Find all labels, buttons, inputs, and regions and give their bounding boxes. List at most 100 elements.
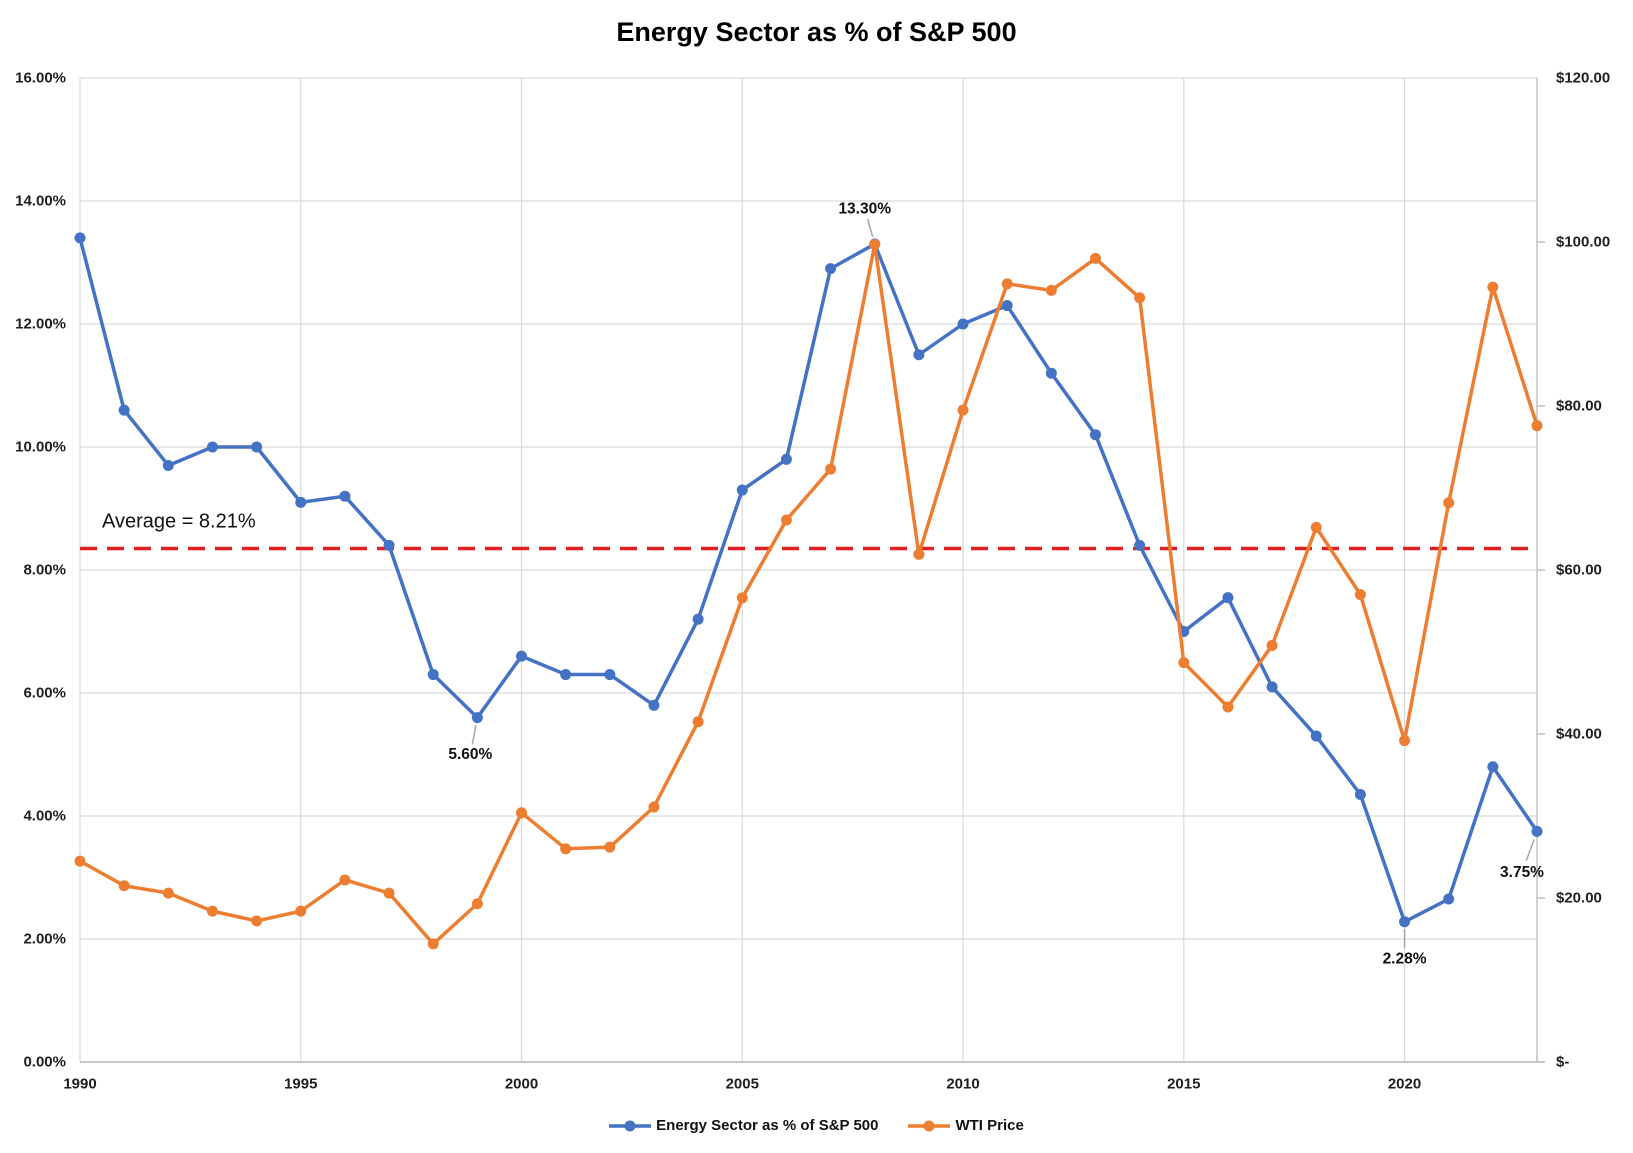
energy-sector-as-of-s-p-500-point-1990 (74, 232, 86, 244)
legend-item-wti: WTI Price (908, 1117, 1024, 1134)
energy-sector-as-of-s-p-500-point-2013 (1089, 429, 1101, 441)
wti-price-point-2003 (648, 801, 660, 813)
energy-sector-as-of-s-p-500-point-2014 (1134, 539, 1146, 551)
wti-price-point-1998 (427, 938, 439, 950)
wti-price-point-1995 (295, 905, 307, 917)
wti-price-point-2008 (869, 238, 881, 250)
wti-price-point-2012 (1045, 284, 1057, 296)
energy-sector-as-of-s-p-500-line (78, 236, 1539, 924)
energy-sector-as-of-s-p-500-point-2022 (1487, 761, 1499, 773)
left-axis-label-16: 16.00% (15, 70, 66, 87)
annotation-label-1999: 5.60% (448, 746, 492, 763)
energy-sector-as-of-s-p-500-point-2016 (1222, 592, 1234, 604)
legend-label-wti: WTI Price (955, 1117, 1024, 1134)
right-axis-label-20: $20.00 (1556, 890, 1602, 907)
annotation-label-2020: 2.28% (1383, 950, 1427, 967)
wti-price-point-2011 (1001, 278, 1013, 290)
right-axis-label-80: $80.00 (1556, 398, 1602, 415)
wti-price-point-2019 (1354, 589, 1366, 601)
energy-sector-as-of-s-p-500-point-2010 (957, 318, 969, 330)
annotation-label-2023: 3.75% (1500, 864, 1544, 881)
energy-sector-as-of-s-p-500-point-2004 (692, 613, 704, 625)
energy-sector-as-of-s-p-500-point-1995 (295, 496, 307, 508)
wti-price-point-1994 (251, 915, 263, 927)
right-axis-label-120: $120.00 (1556, 70, 1610, 87)
wti-price-point-2001 (560, 843, 572, 855)
energy-sector-as-of-s-p-500-point-1998 (427, 669, 439, 681)
right-axis-label-100: $100.00 (1556, 234, 1610, 251)
energy-sector-as-of-s-p-500-point-1996 (339, 490, 351, 502)
wti-price-point-1990 (74, 855, 86, 867)
energy-sector-as-of-s-p-500-point-2003 (648, 699, 660, 711)
wti-price-point-2014 (1134, 292, 1146, 304)
wti-price-point-2004 (692, 716, 704, 728)
wti-price-line (78, 242, 1539, 946)
left-axis-label-6: 6.00% (23, 685, 66, 702)
wti-price-point-1991 (118, 880, 130, 892)
annotation-label-2008: 13.30% (838, 201, 891, 218)
energy-sector-as-of-s-p-500-point-1993 (206, 441, 218, 453)
right-axis-label-0: $- (1556, 1054, 1569, 1071)
left-axis-label-14: 14.00% (15, 193, 66, 210)
energy-sector-as-of-s-p-500-point-1997 (383, 539, 395, 551)
energy-sector-as-of-s-p-500-point-1994 (251, 441, 263, 453)
x-axis-label-2015: 2015 (1167, 1076, 1200, 1093)
wti-price-point-2015 (1178, 657, 1190, 669)
energy-sector-as-of-s-p-500-point-2011 (1001, 300, 1013, 312)
legend-swatch-wti (908, 1120, 951, 1131)
wti-price-point-2005 (736, 592, 748, 604)
energy-sector-as-of-s-p-500-point-2000 (516, 650, 528, 662)
x-axis-label-2010: 2010 (946, 1076, 979, 1093)
energy-sector-as-of-s-p-500-point-2009 (913, 349, 925, 361)
annotation-leader-2023 (1525, 839, 1535, 862)
right-axis-label-60: $60.00 (1556, 562, 1602, 579)
legend-item-energy: Energy Sector as % of S&P 500 (609, 1117, 878, 1134)
x-axis-label-1990: 1990 (63, 1076, 96, 1093)
right-axis-label-40: $40.00 (1556, 726, 1602, 743)
energy-sector-as-of-s-p-500-point-2018 (1310, 730, 1322, 742)
left-axis-label-12: 12.00% (15, 316, 66, 333)
legend-marker-energy (624, 1120, 636, 1131)
wti-price-point-2007 (825, 463, 837, 475)
wti-price-point-2016 (1222, 701, 1234, 713)
wti-price-point-2021 (1443, 497, 1455, 509)
energy-sector-as-of-s-p-500-point-2023 (1531, 825, 1543, 837)
energy-sector-as-of-s-p-500-point-2007 (825, 263, 837, 275)
energy-sector-as-of-s-p-500-point-2021 (1443, 893, 1455, 905)
wti-price-point-1999 (471, 898, 483, 910)
wti-price-point-1993 (206, 905, 218, 917)
left-axis-label-0: 0.00% (23, 1054, 66, 1071)
wti-price-point-2009 (913, 548, 925, 560)
energy-sector-as-of-s-p-500-point-2019 (1354, 788, 1366, 800)
wti-price-point-1992 (162, 887, 174, 899)
wti-price-point-2017 (1266, 639, 1278, 651)
wti-price-point-2000 (516, 807, 528, 819)
wti-price-point-2020 (1399, 735, 1411, 747)
energy-sector-as-of-s-p-500-point-2002 (604, 669, 616, 681)
average-line-label: Average = 8.21% (102, 510, 256, 532)
energy-sector-as-of-s-p-500-point-2005 (736, 484, 748, 496)
x-axis-label-2020: 2020 (1388, 1076, 1421, 1093)
left-axis-label-10: 10.00% (15, 439, 66, 456)
x-axis-label-1995: 1995 (284, 1076, 317, 1093)
wti-price-point-2018 (1310, 521, 1322, 533)
energy-sector-as-of-s-p-500-point-2012 (1045, 367, 1057, 379)
energy-sector-as-of-s-p-500-point-2017 (1266, 681, 1278, 693)
energy-sector-as-of-s-p-500-point-2001 (560, 669, 572, 681)
wti-price-point-2022 (1487, 281, 1499, 293)
energy-sector-as-of-s-p-500-point-2020 (1399, 916, 1411, 928)
energy-sector-as-of-s-p-500-point-2006 (780, 453, 792, 465)
legend-marker-wti (923, 1120, 935, 1131)
energy-sector-as-of-s-p-500-point-1992 (162, 459, 174, 471)
legend: Energy Sector as % of S&P 500 WTI Price (0, 1117, 1633, 1134)
wti-price-point-2013 (1089, 252, 1101, 264)
legend-label-energy: Energy Sector as % of S&P 500 (656, 1117, 879, 1134)
energy-sector-as-of-s-p-500-point-1991 (118, 404, 130, 416)
wti-price-point-2002 (604, 841, 616, 853)
wti-price-point-2010 (957, 404, 969, 416)
annotation-leader-1999 (471, 724, 477, 745)
x-axis-label-2005: 2005 (726, 1076, 759, 1093)
energy-sector-as-of-s-p-500-point-1999 (471, 712, 483, 724)
chart-title: Energy Sector as % of S&P 500 (616, 17, 1017, 47)
